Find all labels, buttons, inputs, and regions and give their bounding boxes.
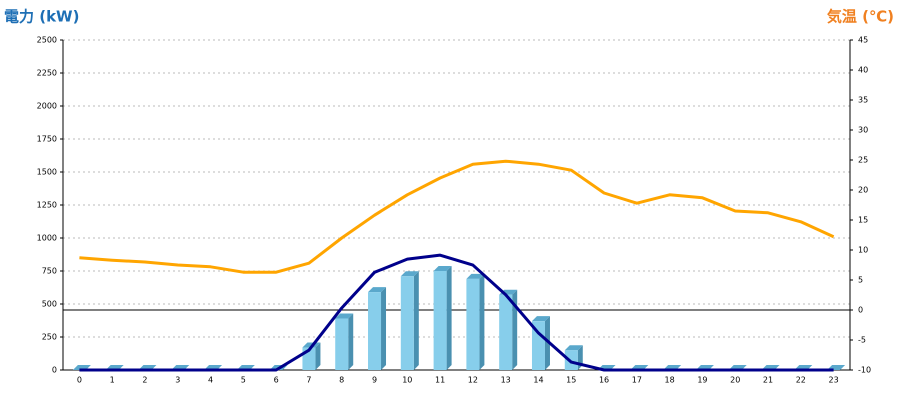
bar	[335, 318, 349, 370]
x-tick-label: 13	[501, 376, 511, 385]
y-tick-label: 2000	[37, 102, 57, 111]
y2-tick-label: 45	[858, 36, 868, 45]
x-tick-label: 0	[77, 376, 82, 385]
bar-top	[335, 313, 354, 319]
x-tick-label: 16	[599, 376, 609, 385]
y2-tick-label: -10	[858, 366, 871, 375]
y2-tick-label: 10	[858, 246, 868, 255]
bar	[531, 321, 545, 370]
x-tick-label: 23	[829, 376, 839, 385]
bar	[433, 271, 447, 370]
bar-side	[381, 287, 387, 370]
x-tick-label: 7	[306, 376, 311, 385]
bar	[499, 294, 513, 370]
y2-tick-label: 25	[858, 156, 868, 165]
y2-tick-label: -5	[858, 336, 866, 345]
bar-top	[368, 287, 387, 293]
x-tick-label: 15	[566, 376, 576, 385]
x-tick-label: 22	[796, 376, 806, 385]
x-tick-label: 3	[175, 376, 180, 385]
x-tick-label: 11	[435, 376, 445, 385]
bar	[466, 278, 480, 370]
x-tick-label: 9	[372, 376, 377, 385]
y2-tick-label: 20	[858, 186, 868, 195]
x-tick-label: 10	[402, 376, 412, 385]
bar-side	[446, 266, 452, 370]
y2-tick-label: 5	[858, 276, 863, 285]
y-tick-label: 250	[42, 333, 57, 342]
bar-side	[479, 273, 485, 370]
bar-side	[512, 289, 518, 370]
x-tick-label: 20	[730, 376, 740, 385]
y-tick-label: 2500	[37, 36, 57, 45]
x-tick-label: 2	[142, 376, 147, 385]
y-tick-label: 0	[52, 366, 57, 375]
x-tick-label: 5	[241, 376, 246, 385]
bar-top	[400, 271, 419, 277]
bar-side	[315, 342, 321, 370]
x-tick-label: 4	[208, 376, 213, 385]
x-tick-label: 17	[632, 376, 642, 385]
bar-side	[544, 316, 550, 370]
y2-tick-label: 0	[858, 306, 863, 315]
x-tick-label: 14	[533, 376, 543, 385]
y2-axis-title: 気温 (℃)	[827, 8, 894, 26]
bar-top	[433, 266, 452, 271]
x-tick-label: 21	[763, 376, 773, 385]
y2-tick-label: 30	[858, 126, 868, 135]
y-tick-label: 750	[42, 267, 57, 276]
line	[79, 253, 834, 372]
y-tick-label: 2250	[37, 69, 57, 78]
y-tick-label: 500	[42, 300, 57, 309]
bar	[368, 292, 382, 370]
x-tick-label: 1	[110, 376, 115, 385]
y-tick-label: 1750	[37, 135, 57, 144]
y-tick-label: 1000	[37, 234, 57, 243]
y-axis-title: 電力 (kW)	[4, 8, 79, 26]
bar-side	[413, 271, 419, 370]
line	[79, 159, 835, 274]
bar-top	[466, 273, 485, 279]
y2-tick-label: 35	[858, 96, 868, 105]
bar-side	[348, 313, 354, 370]
bar-top	[531, 316, 550, 322]
bar	[400, 276, 414, 370]
x-tick-label: 6	[274, 376, 279, 385]
bar-top	[564, 345, 583, 351]
x-tick-label: 8	[339, 376, 344, 385]
x-tick-label: 19	[697, 376, 707, 385]
y-tick-label: 1250	[37, 201, 57, 210]
x-tick-label: 18	[665, 376, 675, 385]
x-tick-label: 12	[468, 376, 478, 385]
y2-tick-label: 40	[858, 66, 868, 75]
y2-tick-label: 15	[858, 216, 868, 225]
y-tick-label: 1500	[37, 168, 57, 177]
